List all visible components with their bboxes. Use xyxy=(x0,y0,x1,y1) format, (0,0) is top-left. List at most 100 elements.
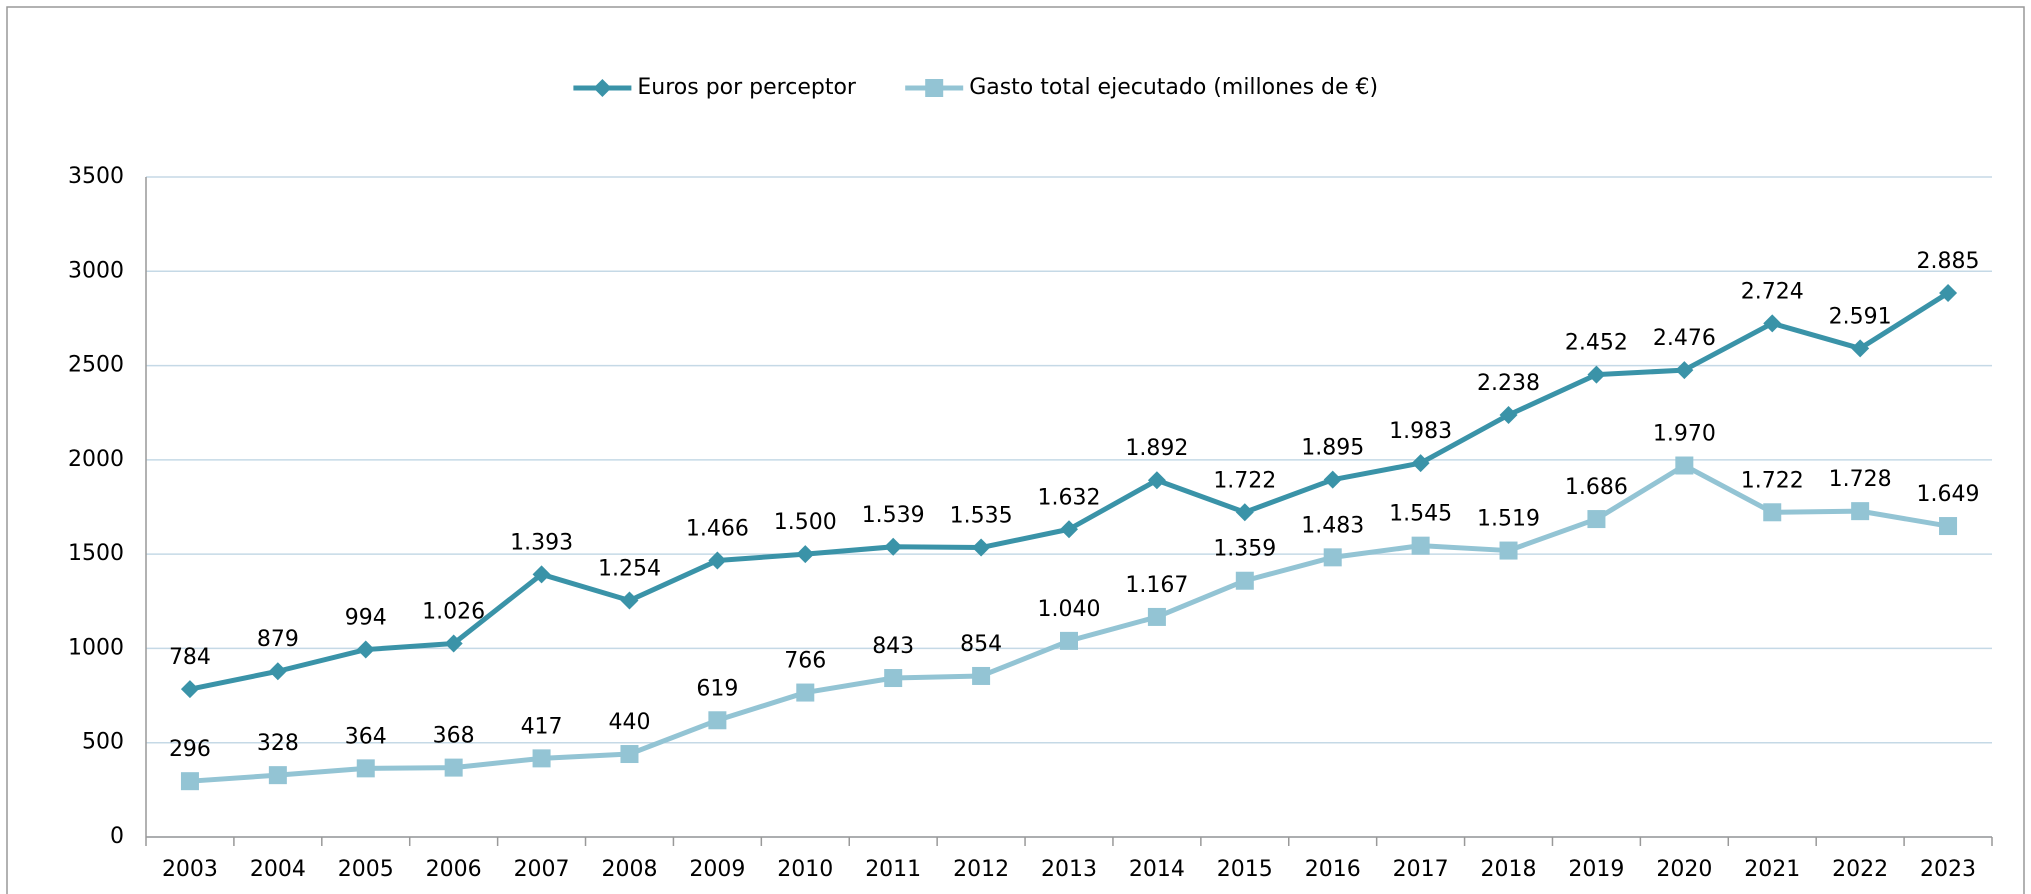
point xyxy=(620,591,639,610)
point xyxy=(1587,510,1606,529)
data-label: 1.040 xyxy=(1038,597,1101,622)
data-label: 1.545 xyxy=(1389,502,1452,527)
x-tick-label: 2005 xyxy=(338,857,394,882)
data-label: 1.500 xyxy=(774,510,837,535)
point xyxy=(356,759,375,778)
x-tick-label: 2012 xyxy=(953,857,1009,882)
point xyxy=(268,766,287,785)
y-tick-label: 1000 xyxy=(68,635,124,660)
data-label: 1.393 xyxy=(510,530,573,555)
data-label: 2.591 xyxy=(1829,304,1892,329)
data-label: 1.026 xyxy=(422,600,485,625)
x-tick-label: 2013 xyxy=(1041,857,1097,882)
chart-frame xyxy=(6,6,2025,894)
data-label: 328 xyxy=(257,731,299,756)
point xyxy=(972,538,991,557)
x-tick-label: 2011 xyxy=(865,857,921,882)
data-label: 843 xyxy=(872,634,914,659)
y-tick-label: 1500 xyxy=(68,541,124,566)
data-label: 2.476 xyxy=(1653,326,1716,351)
point xyxy=(1323,470,1342,489)
x-tick-label: 2019 xyxy=(1568,857,1624,882)
point xyxy=(532,749,551,768)
point xyxy=(1060,631,1078,650)
data-label: 1.519 xyxy=(1477,507,1540,532)
point xyxy=(620,745,639,764)
point xyxy=(1851,502,1870,521)
y-tick-label: 3000 xyxy=(68,258,124,283)
point xyxy=(1323,548,1342,567)
x-tick-label: 2018 xyxy=(1481,857,1537,882)
point xyxy=(1147,471,1166,490)
x-tick-label: 2003 xyxy=(162,857,218,882)
point xyxy=(1939,283,1958,302)
y-tick-label: 2500 xyxy=(68,353,124,378)
point xyxy=(796,683,815,702)
data-label: 368 xyxy=(433,724,475,749)
data-label: 1.539 xyxy=(862,503,925,528)
point xyxy=(180,772,199,791)
x-tick-label: 2010 xyxy=(777,857,833,882)
y-tick-label: 0 xyxy=(110,824,124,849)
data-label: 2.724 xyxy=(1741,279,1804,304)
data-label: 2.238 xyxy=(1477,371,1540,396)
point xyxy=(1499,541,1518,560)
data-label: 2.885 xyxy=(1917,249,1980,274)
data-label: 1.722 xyxy=(1213,468,1276,493)
point xyxy=(1587,365,1606,384)
point xyxy=(1851,339,1870,358)
data-label: 417 xyxy=(521,714,563,739)
x-tick-label: 2016 xyxy=(1305,857,1361,882)
point xyxy=(972,666,991,685)
x-tick-label: 2015 xyxy=(1217,857,1273,882)
data-label: 2.452 xyxy=(1565,331,1628,356)
y-tick-label: 2000 xyxy=(68,447,124,472)
point xyxy=(1060,520,1078,539)
data-label: 1.728 xyxy=(1829,467,1892,492)
point xyxy=(593,79,612,97)
point xyxy=(884,669,903,688)
x-tick-label: 2004 xyxy=(250,857,306,882)
data-label: 1.632 xyxy=(1038,485,1101,510)
data-label: 879 xyxy=(257,627,299,652)
point xyxy=(1235,503,1254,522)
x-tick-label: 2008 xyxy=(601,857,657,882)
x-tick-label: 2022 xyxy=(1832,857,1888,882)
point xyxy=(1411,454,1430,473)
data-label: 994 xyxy=(345,606,387,631)
point xyxy=(884,537,903,556)
data-label: 1.167 xyxy=(1125,573,1188,598)
data-label: 1.722 xyxy=(1741,468,1804,493)
legend-label: Euros por perceptor xyxy=(637,75,857,100)
x-tick-label: 2014 xyxy=(1129,857,1185,882)
point xyxy=(1675,361,1694,380)
data-label: 1.254 xyxy=(598,557,661,582)
point xyxy=(1763,503,1782,522)
point xyxy=(1499,405,1518,424)
data-label: 784 xyxy=(169,645,211,670)
data-label: 440 xyxy=(608,710,650,735)
point xyxy=(708,551,727,570)
x-tick-label: 2006 xyxy=(426,857,482,882)
point xyxy=(532,565,551,584)
y-tick-label: 500 xyxy=(82,730,124,755)
point xyxy=(796,545,815,564)
point xyxy=(268,662,287,681)
data-label: 1.970 xyxy=(1653,422,1716,447)
data-label: 1.483 xyxy=(1301,513,1364,538)
point xyxy=(708,711,727,730)
data-label: 766 xyxy=(784,649,826,674)
point xyxy=(444,634,463,653)
x-tick-label: 2020 xyxy=(1656,857,1712,882)
data-label: 1.466 xyxy=(686,517,749,542)
point xyxy=(180,680,199,699)
data-label: 296 xyxy=(169,737,211,762)
x-tick-label: 2009 xyxy=(689,857,745,882)
point xyxy=(1675,456,1694,475)
point xyxy=(925,79,944,97)
point xyxy=(356,640,375,659)
x-tick-label: 2017 xyxy=(1393,857,1449,882)
data-label: 364 xyxy=(345,724,387,749)
data-label: 1.686 xyxy=(1565,475,1628,500)
